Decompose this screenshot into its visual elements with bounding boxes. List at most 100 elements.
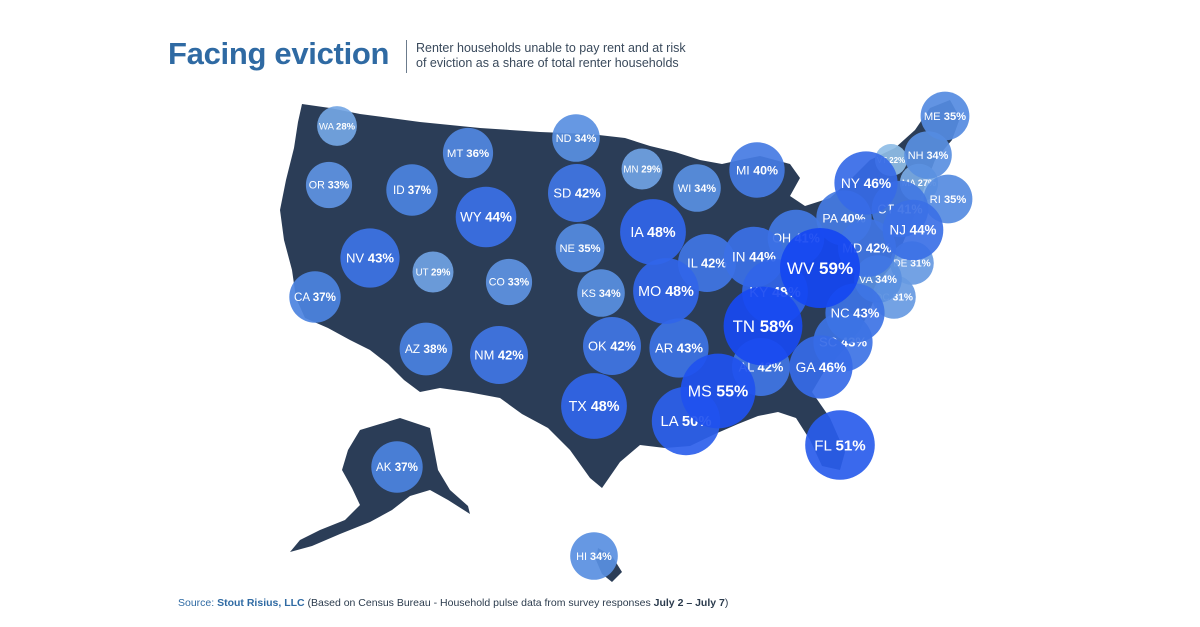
state-bubble-circle: [555, 223, 605, 273]
state-code: WI: [678, 183, 694, 195]
state-bubble-mi: MI 40%: [729, 142, 785, 198]
state-code: OR: [309, 180, 328, 192]
state-value: 46%: [864, 176, 892, 191]
state-value: 34%: [926, 150, 948, 162]
state-label: CA 37%: [294, 291, 336, 304]
state-bubble-tn: TN 58%: [723, 286, 803, 366]
state-value: 48%: [665, 284, 694, 300]
state-label: FL 51%: [814, 437, 866, 454]
state-bubble-circle: [485, 258, 533, 306]
state-bubble-id: ID 37%: [386, 164, 438, 216]
state-code: MN: [623, 164, 641, 175]
state-label: AZ 38%: [405, 342, 448, 356]
state-code: WA: [319, 121, 336, 132]
state-value: 42%: [498, 348, 524, 363]
state-bubble-nv: NV 43%: [340, 228, 400, 288]
state-label: OK 42%: [588, 339, 637, 354]
state-label: ND 34%: [556, 133, 597, 145]
state-code: RI: [930, 194, 944, 206]
state-label: GA 46%: [796, 360, 847, 375]
state-code: UT: [416, 267, 431, 278]
state-bubble-circle: [805, 410, 875, 480]
state-bubble-nd: ND 34%: [552, 114, 600, 162]
state-bubble-circle: [780, 228, 860, 308]
state-value: 59%: [819, 259, 853, 278]
state-label: IL 42%: [687, 256, 727, 271]
state-label: NJ 44%: [890, 223, 937, 238]
source-suffix: ): [724, 597, 729, 609]
state-value: 43%: [368, 251, 395, 266]
state-bubble-circle: [561, 373, 627, 439]
state-bubble-ak: AK 37%: [371, 441, 423, 493]
state-label: MS 55%: [688, 384, 748, 401]
state-value: 40%: [753, 163, 778, 177]
state-bubble-nh: NH 34%: [904, 131, 952, 179]
state-value: 42%: [575, 186, 601, 201]
state-label: KS 34%: [581, 288, 621, 300]
state-code: NJ: [890, 223, 910, 238]
state-bubble-tx: TX 48%: [561, 373, 627, 439]
state-bubble-fl: FL 51%: [805, 410, 875, 480]
state-value: 37%: [395, 461, 418, 474]
source-org: Stout Risius, LLC: [217, 597, 305, 609]
state-value: 48%: [591, 399, 620, 415]
source-prefix: Source:: [178, 597, 215, 609]
state-label: WI 34%: [678, 183, 716, 195]
state-bubble-or: OR 33%: [305, 161, 353, 209]
state-bubble-circle: [570, 532, 618, 580]
state-bubble-circle: [577, 269, 625, 317]
state-value: 36%: [466, 148, 489, 160]
state-bubble-mt: MT 36%: [442, 127, 494, 179]
state-value: 34%: [574, 133, 596, 145]
state-code: CO: [489, 277, 508, 289]
state-label: NE 35%: [559, 243, 600, 255]
state-bubble-circle: [340, 228, 400, 288]
state-value: 43%: [853, 306, 880, 321]
state-code: CA: [294, 291, 313, 304]
state-value: 33%: [328, 180, 350, 192]
state-code: MI: [736, 163, 753, 177]
state-bubble-circle: [399, 322, 453, 376]
state-label: AR 43%: [655, 341, 703, 356]
state-value: 38%: [423, 342, 447, 356]
state-bubble-circle: [470, 326, 528, 384]
state-bubble-wy: WY 44%: [455, 186, 517, 248]
state-bubble-circle: [442, 127, 494, 179]
state-bubble-ia: IA 48%: [620, 199, 686, 265]
state-bubble-wv: WV 59%: [780, 228, 860, 308]
state-label: NH 34%: [908, 150, 949, 162]
state-value: 48%: [647, 225, 676, 241]
state-label: MO 48%: [638, 284, 694, 300]
state-label: NY 46%: [841, 176, 891, 191]
state-code: ID: [393, 184, 408, 197]
source-dates: July 2 – July 7: [653, 597, 725, 609]
state-bubble-ok: OK 42%: [583, 317, 641, 375]
state-value: 37%: [408, 184, 431, 197]
subtitle-line-1: Renter households unable to pay rent and…: [416, 41, 686, 55]
state-code: ND: [556, 133, 575, 145]
state-label: MN 29%: [623, 164, 661, 175]
state-code: NH: [908, 150, 927, 162]
state-code: WV: [787, 259, 819, 278]
state-value: 35%: [578, 243, 600, 255]
state-value: 58%: [760, 317, 794, 336]
state-code: MO: [638, 284, 665, 300]
state-bubble-circle: [633, 258, 699, 324]
state-bubble-ny: NY 46%: [834, 151, 898, 215]
state-code: FL: [814, 437, 835, 454]
source-note: Source: Stout Risius, LLC (Based on Cens…: [178, 597, 728, 609]
state-bubble-mo: MO 48%: [633, 258, 699, 324]
title-divider: [406, 40, 407, 73]
subtitle: Renter households unable to pay rent and…: [416, 41, 716, 71]
state-bubble-circle: [620, 199, 686, 265]
state-bubble-me: ME 35%: [920, 91, 970, 141]
state-code: NE: [559, 243, 578, 255]
state-value: 51%: [836, 437, 867, 454]
state-bubble-circle: [920, 91, 970, 141]
state-bubble-circle: [882, 199, 944, 261]
state-code: MT: [447, 148, 466, 160]
state-bubble-circle: [317, 106, 357, 146]
state-value: 44%: [485, 210, 512, 225]
state-label: OR 33%: [309, 180, 350, 192]
state-code: LA: [660, 414, 681, 430]
